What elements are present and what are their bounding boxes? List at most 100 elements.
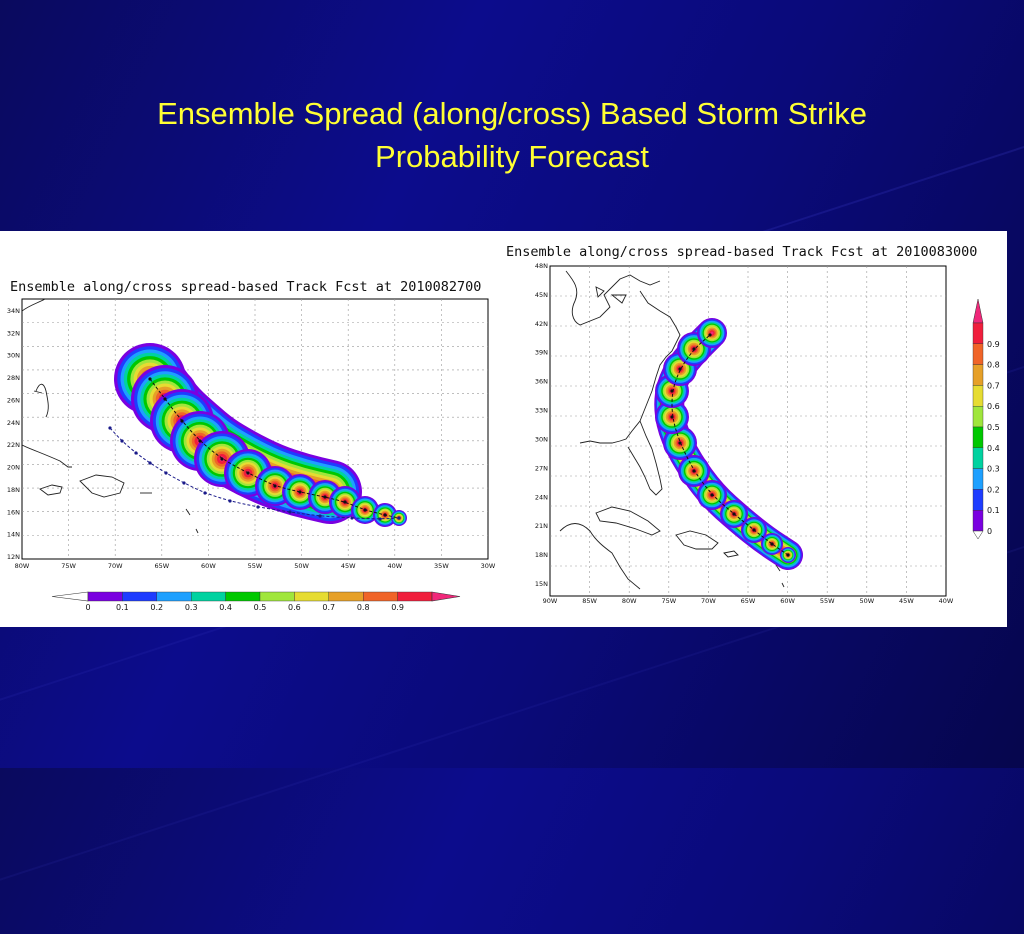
track-point bbox=[678, 367, 682, 371]
colorbar-swatch bbox=[294, 591, 329, 602]
horizontal-colorbar: 0 0.1 0.2 0.3 0.4 0.5 0.6 0.7 0.8 0.9 bbox=[51, 591, 461, 612]
track-point bbox=[752, 528, 756, 532]
vertical-colorbar: 0 0.1 0.2 0.3 0.4 0.5 0.6 0.7 0.8 0.9 bbox=[972, 298, 1000, 540]
track-line bbox=[671, 334, 789, 556]
slide-title-line1: Ensemble Spread (along/cross) Based Stor… bbox=[157, 96, 867, 131]
right-strike-probability-plume bbox=[654, 318, 803, 570]
track-point bbox=[288, 510, 292, 514]
left-lon-labels: 80W 75W 70W 65W 60W 55W 50W 45W 40W 35W 30W bbox=[15, 562, 496, 570]
track-point bbox=[343, 500, 347, 504]
colorbar-swatch bbox=[972, 468, 984, 490]
lon-label: 75W bbox=[661, 597, 676, 605]
colorbar-tick-label: 0.4 bbox=[987, 444, 1000, 453]
track-point bbox=[228, 499, 232, 503]
lat-label: 33N bbox=[535, 407, 548, 415]
colorbar-swatch bbox=[363, 591, 398, 602]
right-forecast-track bbox=[670, 333, 790, 557]
lat-label: 18N bbox=[535, 551, 548, 559]
lon-label: 45W bbox=[341, 562, 356, 570]
colorbar-swatch bbox=[190, 591, 226, 602]
colorbar-swatch bbox=[259, 591, 295, 602]
lat-label: 45N bbox=[535, 291, 548, 299]
right-lat-labels: 48N 45N 42N 39N 36N 33N 30N 27N 24N 21N 18N 15N bbox=[535, 262, 548, 588]
lat-label: 34N bbox=[7, 307, 20, 315]
slide-title: Ensemble Spread (along/cross) Based Stor… bbox=[0, 92, 1024, 178]
lat-label: 28N bbox=[7, 374, 20, 382]
colorbar-swatch bbox=[156, 591, 192, 602]
left-forecast-track bbox=[108, 377, 401, 521]
lat-label: 16N bbox=[7, 508, 20, 516]
colorbar-swatch bbox=[972, 343, 984, 365]
colorbar-tick-label: 0.4 bbox=[219, 603, 232, 612]
right-map-title: Ensemble along/cross spread-based Track … bbox=[506, 244, 978, 260]
colorbar-tick-label: 0.3 bbox=[987, 465, 1000, 474]
track-point bbox=[363, 508, 367, 512]
colorbar-swatch bbox=[972, 385, 984, 407]
track-point bbox=[350, 516, 354, 520]
track-point bbox=[108, 426, 112, 430]
figure-panel: Ensemble along/cross spread-based Track … bbox=[0, 231, 1007, 627]
track-point bbox=[692, 469, 696, 473]
track-line bbox=[149, 378, 400, 519]
track-point bbox=[163, 397, 167, 401]
lat-label: 14N bbox=[7, 531, 20, 539]
right-map: 48N 45N 42N 39N 36N 33N 30N 27N 24N 21N 18N 15N 90W… bbox=[535, 262, 954, 605]
colorbar-end-high bbox=[972, 298, 984, 324]
lat-label: 30N bbox=[535, 435, 548, 443]
lon-label: 50W bbox=[859, 597, 874, 605]
colorbar-tick-label: 0 bbox=[987, 527, 992, 536]
track-point bbox=[708, 333, 712, 337]
left-map: 34N 32N 30N 28N 26N 24N 22N 20N 18N 16N 14N 12N 80W… bbox=[7, 298, 496, 570]
lat-label: 36N bbox=[535, 378, 548, 386]
track-point bbox=[770, 542, 774, 546]
lon-label: 90W bbox=[543, 597, 558, 605]
track-point bbox=[786, 553, 790, 557]
track-point bbox=[220, 457, 224, 461]
colorbar-tick-label: 0.5 bbox=[987, 423, 1000, 432]
colorbar-swatch bbox=[328, 591, 364, 602]
track-point bbox=[120, 439, 124, 443]
lat-label: 42N bbox=[535, 320, 548, 328]
track-point bbox=[203, 491, 207, 495]
track-point bbox=[182, 481, 186, 485]
lat-label: 18N bbox=[7, 486, 20, 494]
track-point bbox=[323, 495, 327, 499]
track-point bbox=[692, 347, 696, 351]
track-point bbox=[148, 461, 152, 465]
track-point bbox=[246, 471, 250, 475]
colorbar-swatch bbox=[972, 364, 984, 386]
lat-label: 12N bbox=[7, 553, 20, 561]
right-map-coastlines bbox=[559, 270, 785, 590]
lat-label: 48N bbox=[535, 262, 548, 270]
lon-label: 40W bbox=[939, 597, 954, 605]
colorbar-swatch bbox=[87, 591, 123, 602]
colorbar-tick-label: 0 bbox=[85, 603, 90, 612]
track-point bbox=[256, 505, 260, 509]
lon-label: 55W bbox=[820, 597, 835, 605]
lon-label: 40W bbox=[387, 562, 402, 570]
colorbar-tick-label: 0.1 bbox=[987, 506, 1000, 515]
colorbar-tick-label: 0.5 bbox=[254, 603, 267, 612]
lat-label: 27N bbox=[535, 464, 548, 472]
colorbar-swatch bbox=[397, 591, 433, 602]
track-point bbox=[298, 490, 302, 494]
lat-label: 24N bbox=[7, 419, 20, 427]
colorbar-tick-label: 0.8 bbox=[357, 603, 370, 612]
lon-label: 30W bbox=[481, 562, 496, 570]
colorbar-end-low bbox=[51, 591, 89, 602]
lon-label: 65W bbox=[154, 562, 169, 570]
lat-label: 15N bbox=[535, 580, 548, 588]
track-point bbox=[273, 484, 277, 488]
colorbar-swatch bbox=[972, 510, 984, 532]
track-point bbox=[732, 512, 736, 516]
colorbar-tick-label: 0.9 bbox=[987, 340, 1000, 349]
track-point bbox=[670, 415, 674, 419]
lon-label: 80W bbox=[15, 562, 30, 570]
colorbar-tick-label: 0.3 bbox=[185, 603, 198, 612]
lon-label: 60W bbox=[780, 597, 795, 605]
colorbar-end-low bbox=[972, 530, 984, 540]
probability-bead bbox=[710, 331, 714, 335]
maps-svg: 34N 32N 30N 28N 26N 24N 22N 20N 18N 16N 14N 12N 80W… bbox=[7, 262, 1000, 612]
colorbar-tick-label: 0.8 bbox=[987, 361, 1000, 370]
lon-label: 55W bbox=[248, 562, 263, 570]
